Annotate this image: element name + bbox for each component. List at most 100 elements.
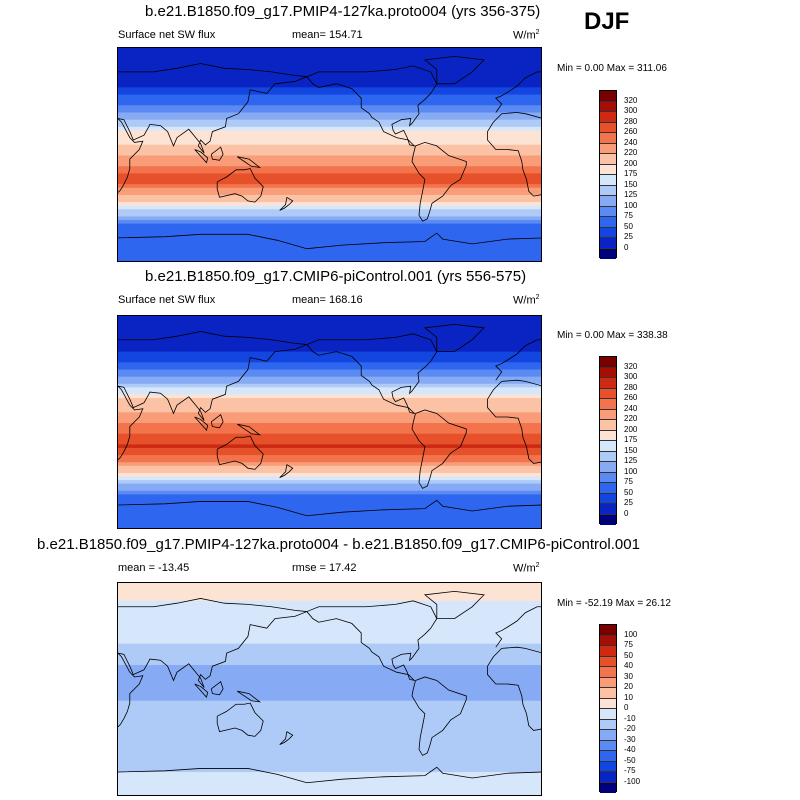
lat-band <box>118 255 541 261</box>
colorbar-tick-label: 260 <box>624 393 638 402</box>
lat-band <box>118 739 541 745</box>
coastline <box>306 600 438 682</box>
lat-band <box>118 668 541 673</box>
lat-band <box>118 55 541 60</box>
panel3-title: b.e21.B1850.f09_g17.PMIP4-127ka.proto004… <box>37 536 640 553</box>
lat-band <box>118 657 541 663</box>
colorbar-tick-label: 200 <box>624 158 638 168</box>
coastline <box>194 149 209 164</box>
colorbar-tick-label: 260 <box>624 127 638 136</box>
colorbar-cell <box>600 122 616 133</box>
coastline <box>411 676 467 756</box>
lat-band <box>118 650 541 655</box>
lat-band <box>118 526 541 528</box>
lat-band <box>118 779 541 784</box>
lat-band <box>118 73 541 78</box>
colorbar-tick-label: -20 <box>624 724 636 733</box>
lat-band <box>118 618 541 623</box>
colorbar-cell <box>600 175 616 186</box>
lat-band <box>118 383 541 388</box>
lat-band <box>118 640 541 645</box>
lat-band <box>118 376 541 381</box>
lat-band <box>118 725 541 730</box>
lat-band <box>118 512 541 517</box>
panel1-mean-label: mean= 154.71 <box>292 29 363 41</box>
colorbar-cell <box>600 719 616 730</box>
lat-band <box>118 355 541 360</box>
colorbar-cell <box>600 751 616 762</box>
panel1-minmax: Min = 0.00 Max = 311.06 <box>557 63 667 74</box>
lat-band <box>118 711 541 716</box>
lat-band <box>118 98 541 103</box>
panel3-map-svg <box>118 583 541 795</box>
lat-band <box>118 686 541 691</box>
lat-band <box>118 775 541 780</box>
lat-band <box>118 615 541 620</box>
lat-band <box>118 743 541 748</box>
colorbar-tick-label: 300 <box>624 372 638 381</box>
lat-band <box>118 316 541 321</box>
lat-band <box>118 134 541 139</box>
lat-band <box>118 187 541 192</box>
colorbar-cell <box>600 164 616 175</box>
lat-band <box>118 590 541 595</box>
lat-band <box>118 369 541 374</box>
colorbar-cell <box>600 399 616 410</box>
lat-band <box>118 622 541 627</box>
lat-band <box>118 415 541 421</box>
lat-band <box>118 761 541 766</box>
colorbar-cell <box>600 646 616 657</box>
colorbar-tick-label: 25 <box>624 498 633 507</box>
lat-band <box>118 437 541 442</box>
colorbar-cell <box>600 709 616 720</box>
lat-band <box>118 426 541 431</box>
colorbar-tick-label: 150 <box>624 179 638 189</box>
lat-band <box>118 465 541 470</box>
colorbar-tick-label: 280 <box>624 382 638 392</box>
lat-band <box>118 119 541 124</box>
panel1-map <box>117 47 542 262</box>
coastline <box>495 339 541 381</box>
colorbar-cell <box>600 154 616 165</box>
lat-band <box>118 750 541 755</box>
panel1-colorbar <box>599 90 617 259</box>
colorbar-tick-label: 75 <box>624 211 633 220</box>
lat-band <box>118 430 541 435</box>
coastline <box>279 464 294 479</box>
colorbar-tick-label: 300 <box>624 106 638 115</box>
panel2-map <box>117 315 542 529</box>
lat-band <box>118 76 541 81</box>
lat-band <box>118 198 541 203</box>
colorbar-cell <box>600 420 616 431</box>
lat-band <box>118 693 541 698</box>
coastline <box>210 146 224 161</box>
lat-band <box>118 600 541 605</box>
colorbar-tick-label: 240 <box>624 137 638 147</box>
coastline <box>306 65 438 147</box>
colorbar-tick-label: 125 <box>624 190 638 199</box>
lat-band <box>118 487 541 492</box>
lat-band <box>118 155 541 160</box>
lat-band <box>118 116 541 121</box>
colorbar-cell <box>600 101 616 112</box>
colorbar-cell <box>600 357 616 368</box>
lat-band <box>118 722 541 727</box>
lat-band <box>118 768 541 773</box>
colorbar-tick-label: 75 <box>624 640 633 649</box>
lat-band <box>118 230 541 235</box>
season-label: DJF <box>584 8 630 35</box>
lat-band <box>118 398 541 403</box>
lat-band <box>118 782 541 787</box>
lat-band <box>118 476 541 481</box>
colorbar-cell <box>600 133 616 144</box>
colorbar-cell <box>600 635 616 646</box>
lat-band <box>118 83 541 89</box>
coastline <box>210 680 224 696</box>
panel2-map-svg <box>118 316 541 528</box>
colorbar-cell <box>600 688 616 699</box>
colorbar-cell <box>600 514 616 525</box>
lat-band <box>118 690 541 695</box>
colorbar-cell <box>600 217 616 228</box>
lat-band <box>118 494 541 499</box>
lat-band <box>118 194 541 200</box>
